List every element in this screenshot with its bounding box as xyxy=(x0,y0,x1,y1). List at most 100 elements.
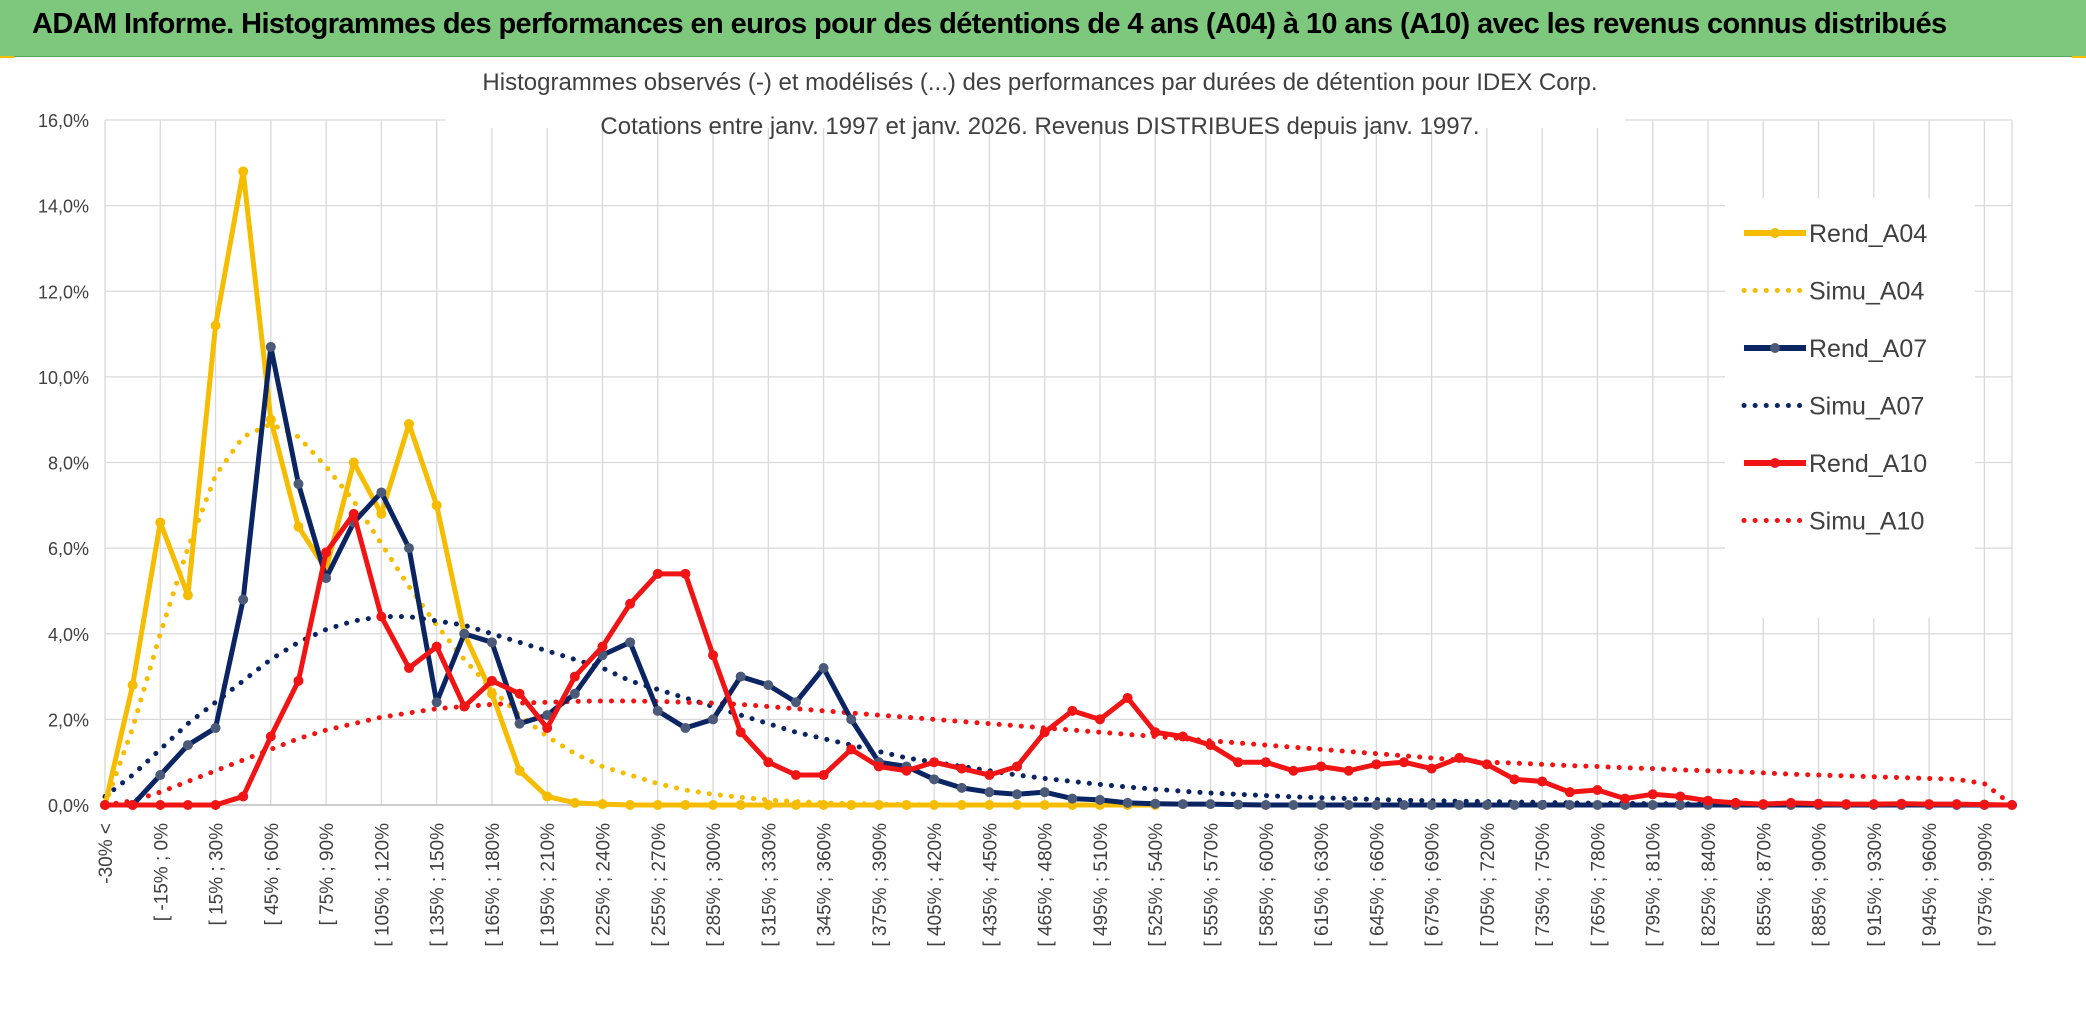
data-point-rend-a10 xyxy=(846,744,857,755)
data-point-rend-a10 xyxy=(901,765,912,776)
data-point-rend-a04 xyxy=(873,800,884,810)
x-tick-label: [ 585% ; 600% xyxy=(1257,823,1278,947)
data-point-rend-a10 xyxy=(293,675,304,686)
x-tick-label: [ 405% ; 420% xyxy=(925,823,946,947)
legend-item-simu-a10: Simu_A10 xyxy=(1741,508,1924,536)
chart-legend: Rend_A04 Simu_A04 Rend_A07 Simu_A07 Rend_A10… xyxy=(1725,198,1975,618)
x-tick-label: [ 975% ; 990% xyxy=(1975,823,1996,947)
data-point-rend-a07 xyxy=(735,671,746,682)
x-tick-label: [ 555% ; 570% xyxy=(1202,823,1223,947)
report-banner: ADAM Informe. Histogrammes des performan… xyxy=(0,0,2086,57)
data-point-rend-a04 xyxy=(514,765,525,776)
data-point-rend-a07 xyxy=(1316,800,1327,810)
series-simu-a10 xyxy=(102,698,2015,808)
data-point-rend-a10 xyxy=(1343,765,1354,776)
data-point-rend-a07 xyxy=(155,770,166,781)
data-point-rend-a10 xyxy=(1785,797,1796,808)
data-point-rend-a10 xyxy=(404,663,415,673)
data-point-rend-a07 xyxy=(459,628,470,639)
data-point-rend-a07 xyxy=(238,594,249,605)
data-point-rend-a10 xyxy=(1426,763,1437,774)
y-tick-label: 2,0% xyxy=(48,710,89,730)
data-point-rend-a04 xyxy=(597,799,608,810)
data-point-rend-a04 xyxy=(486,688,497,699)
data-point-rend-a07 xyxy=(569,688,580,699)
x-tick-label: [ 705% ; 720% xyxy=(1478,823,1499,947)
histogram-chart: 0,0% 2,0% 4,0% 6,0% 8,0% 10,0% 12,0% 14,0% 16,0%… xyxy=(0,58,2086,1033)
data-point-rend-a10 xyxy=(1481,759,1492,770)
data-point-rend-a07 xyxy=(956,782,967,793)
x-tick-label: [ 855% ; 870% xyxy=(1754,823,1775,947)
data-point-rend-a04 xyxy=(708,800,719,810)
data-point-rend-a10 xyxy=(1592,785,1603,796)
x-tick-label: [ 435% ; 450% xyxy=(980,823,1001,947)
x-tick-label: [ 615% ; 630% xyxy=(1312,823,1333,947)
data-point-rend-a04 xyxy=(265,414,276,425)
x-tick-label: [ 795% ; 810% xyxy=(1644,823,1665,947)
data-point-rend-a10 xyxy=(873,761,884,772)
data-point-rend-a07 xyxy=(1067,793,1078,804)
data-point-rend-a04 xyxy=(542,791,553,802)
y-tick-label: 16,0% xyxy=(38,111,89,131)
legend-item-simu-a04: Simu_A04 xyxy=(1741,278,1924,306)
data-point-rend-a07 xyxy=(1592,800,1603,810)
data-point-rend-a07 xyxy=(1288,800,1299,810)
data-point-rend-a04 xyxy=(984,800,995,810)
data-point-rend-a04 xyxy=(790,800,801,810)
data-point-rend-a10 xyxy=(1039,727,1050,738)
legend-marker xyxy=(1770,343,1780,353)
data-point-rend-a10 xyxy=(1537,776,1548,787)
data-point-rend-a07 xyxy=(293,478,304,489)
data-point-rend-a04 xyxy=(431,500,442,511)
data-point-rend-a07 xyxy=(1564,800,1575,810)
data-point-rend-a07 xyxy=(1094,794,1105,805)
chart-subtitle: Cotations entre janv. 1997 et janv. 2026… xyxy=(600,113,1479,140)
chart-title: Histogrammes observés (-) et modélisés (… xyxy=(482,69,1597,96)
data-point-rend-a10 xyxy=(597,641,608,652)
data-point-rend-a07 xyxy=(542,710,553,721)
data-point-rend-a10 xyxy=(1564,787,1575,798)
data-point-rend-a07 xyxy=(1122,797,1133,808)
data-point-rend-a07 xyxy=(625,637,636,648)
data-point-rend-a04 xyxy=(1012,800,1023,810)
data-point-rend-a07 xyxy=(1398,800,1409,810)
data-point-rend-a04 xyxy=(569,797,580,808)
data-point-rend-a07 xyxy=(929,774,940,785)
data-point-rend-a10 xyxy=(1647,789,1658,800)
data-point-rend-a07 xyxy=(1509,800,1520,810)
series-layer xyxy=(100,166,2017,810)
legend-item-simu-a07: Simu_A07 xyxy=(1741,393,1924,421)
y-tick-label: 14,0% xyxy=(38,197,89,217)
data-point-rend-a10 xyxy=(348,508,359,519)
data-point-rend-a10 xyxy=(1979,799,1990,810)
series-line-rend-a07 xyxy=(105,344,2012,808)
data-point-rend-a04 xyxy=(680,800,691,810)
data-point-rend-a04 xyxy=(625,800,636,810)
data-point-rend-a10 xyxy=(929,757,940,768)
legend-label: Rend_A07 xyxy=(1809,335,1927,363)
data-point-rend-a07 xyxy=(1675,800,1686,810)
x-tick-label: [ 735% ; 750% xyxy=(1533,823,1554,947)
y-tick-label: 6,0% xyxy=(48,539,89,559)
x-tick-label: [ 165% ; 180% xyxy=(483,823,504,947)
legend-label: Simu_A07 xyxy=(1809,393,1924,421)
data-point-rend-a10 xyxy=(542,722,553,733)
legend-label: Simu_A04 xyxy=(1809,278,1924,306)
data-point-rend-a07 xyxy=(763,680,774,691)
data-point-rend-a10 xyxy=(790,770,801,781)
x-tick-label: [ 495% ; 510% xyxy=(1091,823,1112,947)
data-point-rend-a07 xyxy=(846,714,857,725)
data-point-rend-a10 xyxy=(514,688,525,699)
data-point-rend-a10 xyxy=(210,800,221,810)
data-point-rend-a10 xyxy=(1205,740,1216,751)
data-point-rend-a10 xyxy=(569,671,580,682)
data-point-rend-a10 xyxy=(1122,692,1133,703)
data-point-rend-a10 xyxy=(956,763,967,774)
x-tick-label: [ 255% ; 270% xyxy=(649,823,670,947)
legend-label: Rend_A10 xyxy=(1809,450,1927,478)
data-point-rend-a10 xyxy=(1730,797,1741,808)
data-point-rend-a07 xyxy=(1233,799,1244,810)
data-point-rend-a10 xyxy=(1094,714,1105,725)
data-point-rend-a07 xyxy=(210,722,221,733)
data-point-rend-a10 xyxy=(1702,795,1713,806)
